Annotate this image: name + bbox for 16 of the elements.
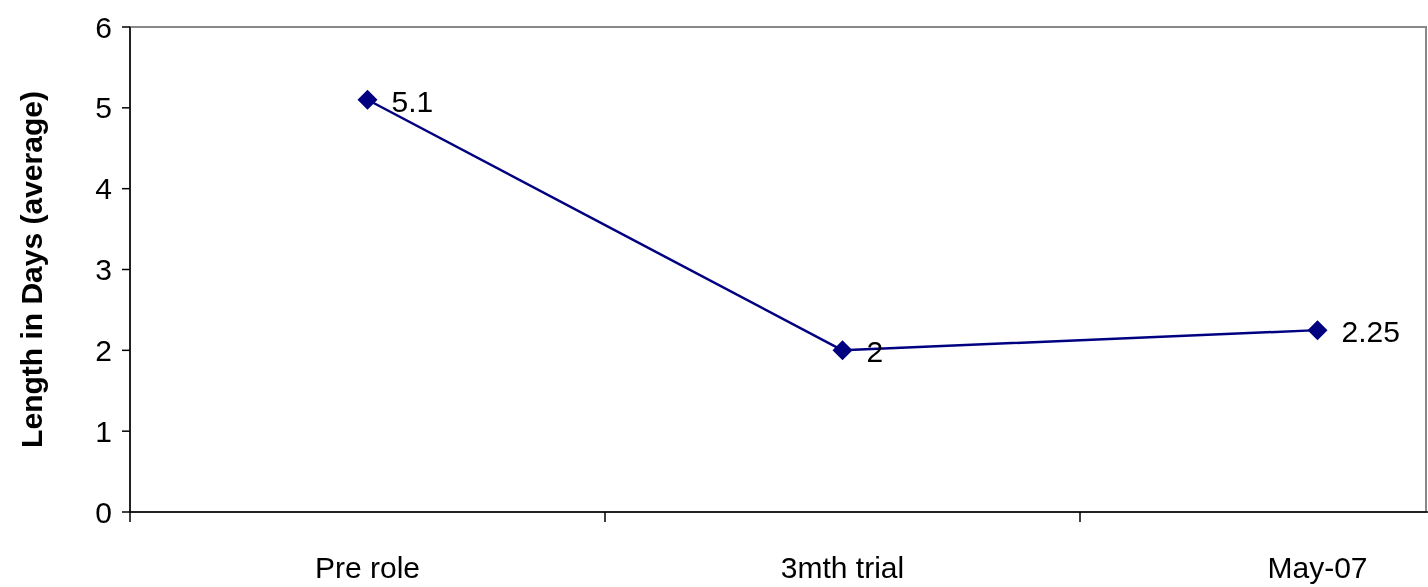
point xyxy=(832,340,853,361)
y-tick-label: 1 xyxy=(95,414,112,448)
point xyxy=(357,89,378,110)
data-label: 2.25 xyxy=(1341,315,1400,349)
x-tick-label: May-07 xyxy=(1267,551,1368,584)
y-tick-label: 4 xyxy=(95,172,112,206)
data-label: 5.1 xyxy=(391,84,434,118)
y-tick-label: 0 xyxy=(95,495,112,529)
point xyxy=(1307,320,1328,341)
x-tick-label: 3mth trial xyxy=(780,551,905,584)
y-tick-label: 3 xyxy=(95,253,112,286)
y-tick-label: 2 xyxy=(95,333,112,367)
y-tick-label: 5 xyxy=(95,91,112,125)
x-tick-label: Pre role xyxy=(314,551,421,584)
y-tick-label: 6 xyxy=(95,10,112,44)
y-axis-title: Length in Days (average) xyxy=(15,91,48,448)
